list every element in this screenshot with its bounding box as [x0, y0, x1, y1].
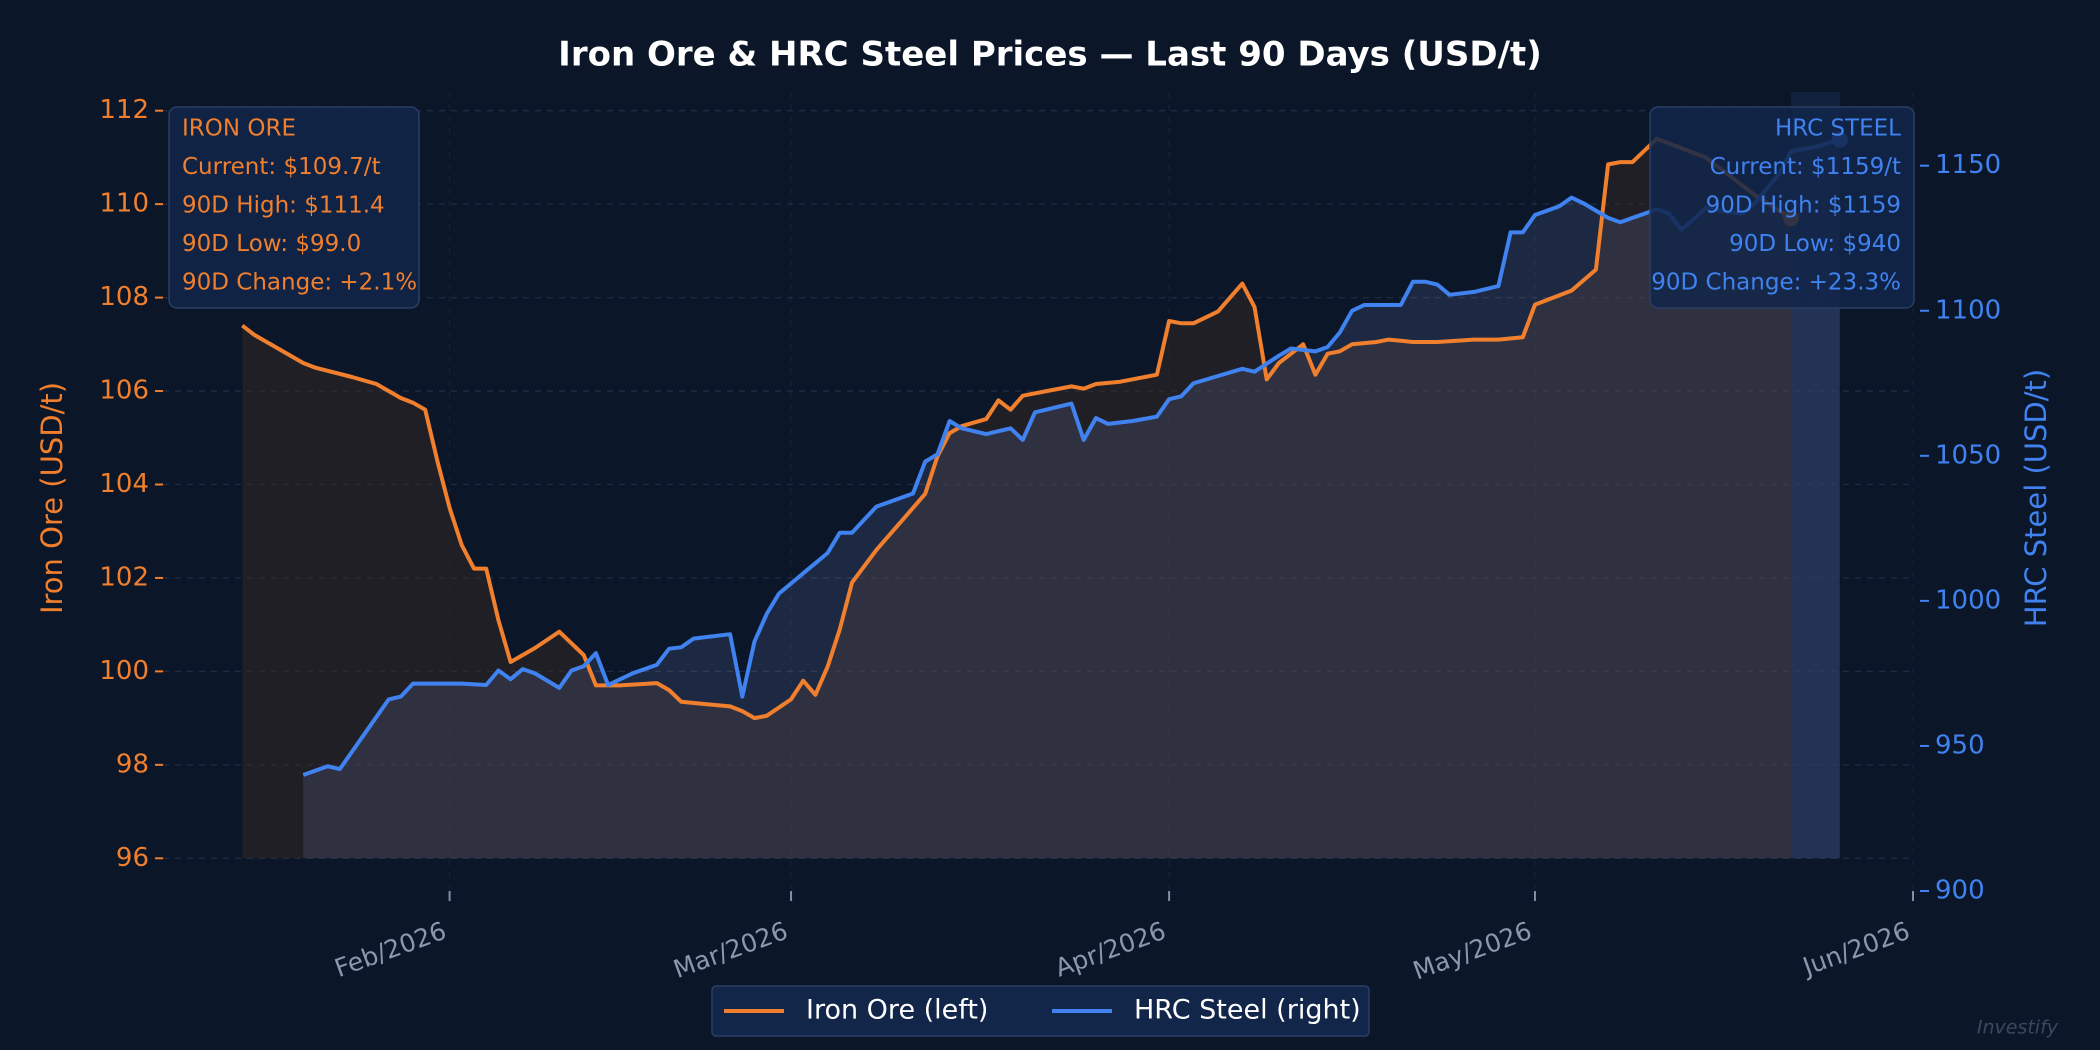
y2-tick-label: 1050 [1935, 440, 2001, 470]
y2-tick-label: 1000 [1935, 585, 2001, 615]
area [242, 138, 1792, 859]
stat-text: 90D High: $111.4 [182, 193, 385, 219]
stat-text: 90D Low: $940 [1729, 231, 1901, 257]
y-tick-label: 100 [99, 656, 149, 686]
watermark: Investify [1977, 1017, 2059, 1039]
y-tick-label: 102 [99, 562, 149, 592]
y2-axis-label: HRC Steel (USD/t) [2019, 369, 2053, 627]
y-tick-label: 112 [99, 95, 149, 125]
y-tick-label: 96 [116, 843, 149, 873]
stat-text: 90D Change: +23.3% [1651, 270, 1901, 296]
stat-text: IRON ORE [182, 116, 296, 142]
legend-label: HRC Steel (right) [1134, 995, 1361, 1026]
y2-tick-label: 1150 [1935, 150, 2001, 180]
y2-tick-label: 900 [1935, 876, 1985, 906]
series-line [302, 137, 1841, 777]
stat-text: 90D Low: $99.0 [182, 231, 361, 257]
chart-title: Iron Ore & HRC Steel Prices — Last 90 Da… [558, 35, 1542, 75]
plot-background: 96 98 100 102 104 106 108 110 112 900 950 1000 1050 1… [99, 92, 2001, 986]
stat-text: HRC STEEL [1775, 116, 1901, 142]
y-tick-label: 108 [99, 282, 149, 312]
y-tick-label: 98 [116, 749, 149, 779]
stat-box [1649, 106, 1915, 309]
stat-text: 90D High: $1159 [1706, 193, 1901, 219]
legend-box [711, 985, 1370, 1037]
legend-label: Iron Ore (left) [806, 995, 988, 1026]
stat-box [168, 106, 420, 309]
y-axis-label: Iron Ore (USD/t) [35, 382, 69, 614]
area [303, 139, 1840, 859]
stat-text: 90D Change: +2.1% [182, 270, 417, 296]
y2-tick-label: 1100 [1935, 295, 2001, 325]
series-line [241, 136, 1793, 721]
stat-text: Current: $109.7/t [182, 154, 381, 180]
stat-text: Current: $1159/t [1710, 154, 1901, 180]
y-tick-label: 110 [99, 189, 149, 219]
plot-overlay: IRON ORE Current: $109.7/t 90D High: $111.… [168, 106, 1915, 1037]
y-tick-label: 106 [99, 376, 149, 406]
y-tick-label: 104 [99, 469, 149, 499]
y2-tick-label: 950 [1935, 730, 1985, 760]
